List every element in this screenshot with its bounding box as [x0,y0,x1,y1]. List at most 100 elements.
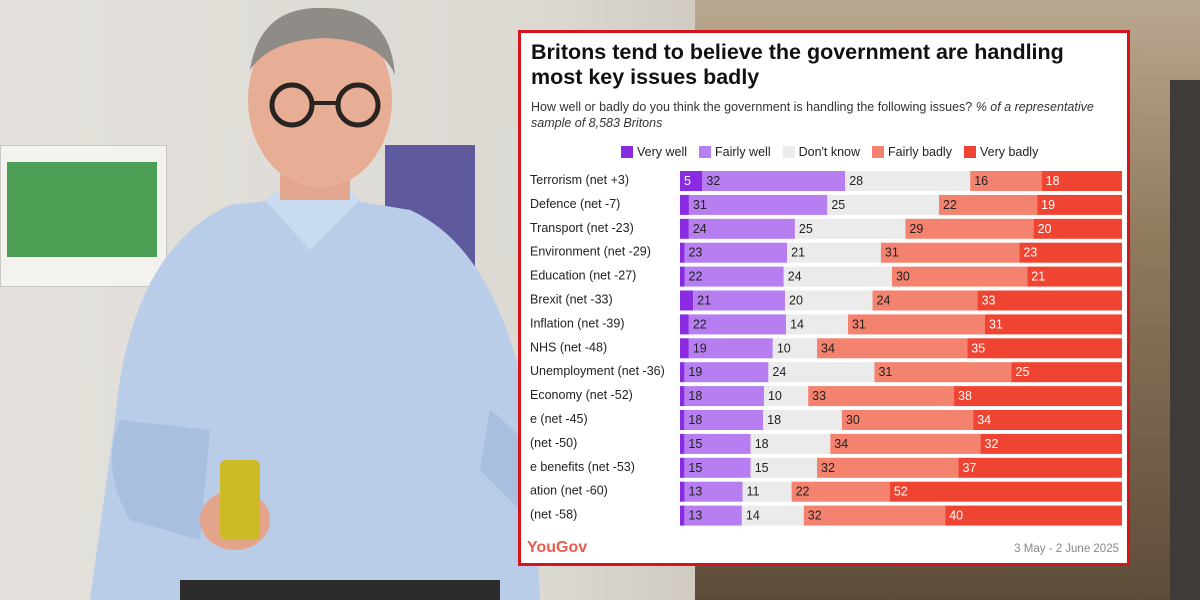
data-label: 19 [688,365,702,379]
chart-title: Britons tend to believe the government a… [531,40,1064,89]
bar-segment [684,242,788,263]
bar-segment [684,505,742,526]
category-label: Defence (net -7) [530,197,620,211]
bar-segment [1037,194,1122,215]
bar-segment [945,505,1122,526]
data-label: 18 [1046,174,1060,188]
data-label: 18 [688,389,702,403]
bar-segment [680,194,689,215]
legend-label-very-well: Very well [637,145,688,159]
bar-segment [891,266,1028,287]
bar-segment [938,194,1038,215]
category-label: Education (net -27) [530,269,636,283]
yougov-logo: YouGov [527,539,588,556]
legend-item-very-badly: Very badly [963,144,1038,160]
bar-segment [841,410,974,430]
bar-segment [684,362,769,383]
bar-segment [1011,362,1122,383]
category-label: Economy (net -52) [530,388,633,402]
data-label: 34 [977,413,991,427]
data-label: 24 [788,270,802,284]
data-label: 16 [974,174,988,188]
data-label: 11 [747,485,760,499]
data-label: 19 [1041,198,1055,212]
category-label: Transport (net -23) [530,221,634,235]
data-label: 31 [693,198,707,212]
bar-segment [680,171,703,191]
date-range: 3 May - 2 June 2025 [1014,543,1119,555]
data-label: 25 [831,198,845,212]
data-label: 31 [885,246,899,260]
bar-segment [680,242,685,263]
data-label: 19 [693,341,707,355]
category-label: Unemployment (net -36) [530,364,665,378]
bar-segment [693,290,786,311]
data-label: 21 [791,246,805,260]
bar-segment [791,481,890,502]
bar-segment [763,386,809,407]
legend-swatch-very-badly [963,146,976,158]
bar-segment [742,481,792,502]
bar-segment [741,505,804,526]
bar-segment [905,218,1034,239]
data-label: 13 [688,485,702,499]
school-menu-poster [0,145,167,287]
data-label: 18 [767,413,781,427]
bar-segment [680,386,685,407]
data-label: 15 [755,461,769,475]
data-label: 21 [1031,270,1045,284]
data-label: 25 [1016,365,1030,379]
bar-segment [817,457,959,478]
data-label: 40 [949,509,963,523]
bar-segment [768,362,875,383]
data-label: 18 [688,413,702,427]
data-label: 24 [693,222,707,236]
legend-label-dont-know: Don't know [798,145,861,159]
data-label: 24 [772,365,786,379]
bar-segment [684,433,751,454]
data-label: 31 [989,317,1003,331]
bar-segment [688,218,795,239]
bar-segment [688,338,773,359]
chart-card: Britons tend to believe the government a… [518,30,1130,566]
data-label: 31 [878,365,892,379]
data-label: 22 [693,317,707,331]
data-label: 34 [821,341,835,355]
data-label: 30 [846,413,860,427]
bar-segment [680,290,694,311]
data-label: 22 [689,270,703,284]
bar-segment [680,266,685,287]
bar-segment [680,433,685,454]
data-label: 32 [821,461,835,475]
data-label: 33 [982,294,996,308]
bar-segment [702,171,846,191]
bar-segment [680,362,685,383]
bar-segment [847,314,985,335]
data-label: 21 [697,294,711,308]
bar-segment [688,194,828,215]
bar-segment [803,505,946,526]
category-label: Brexit (net -33) [530,293,613,307]
data-label: 25 [799,222,813,236]
bar-segment [808,386,955,407]
bar-segment [680,410,685,430]
bar-segment [973,410,1122,430]
data-label: 13 [688,509,702,523]
data-label: 37 [962,461,976,475]
bar-segment [680,338,689,359]
legend-swatch-fairly-badly [872,146,885,158]
bar-segment [786,314,848,335]
data-label: 23 [1023,246,1037,260]
bar-segment [684,481,743,502]
data-label: 31 [852,317,866,331]
legend-swatch-fairly-well [699,146,712,158]
bar-segment [684,457,751,478]
bar-segment [1019,242,1122,263]
bar-segment [977,290,1122,311]
bar-segment [763,410,842,430]
bar-segment [684,266,784,287]
bar-segment [1041,171,1122,191]
data-label: 38 [958,389,972,403]
legend-item-dont-know: Don't know [782,144,861,160]
data-label: 18 [755,437,769,451]
